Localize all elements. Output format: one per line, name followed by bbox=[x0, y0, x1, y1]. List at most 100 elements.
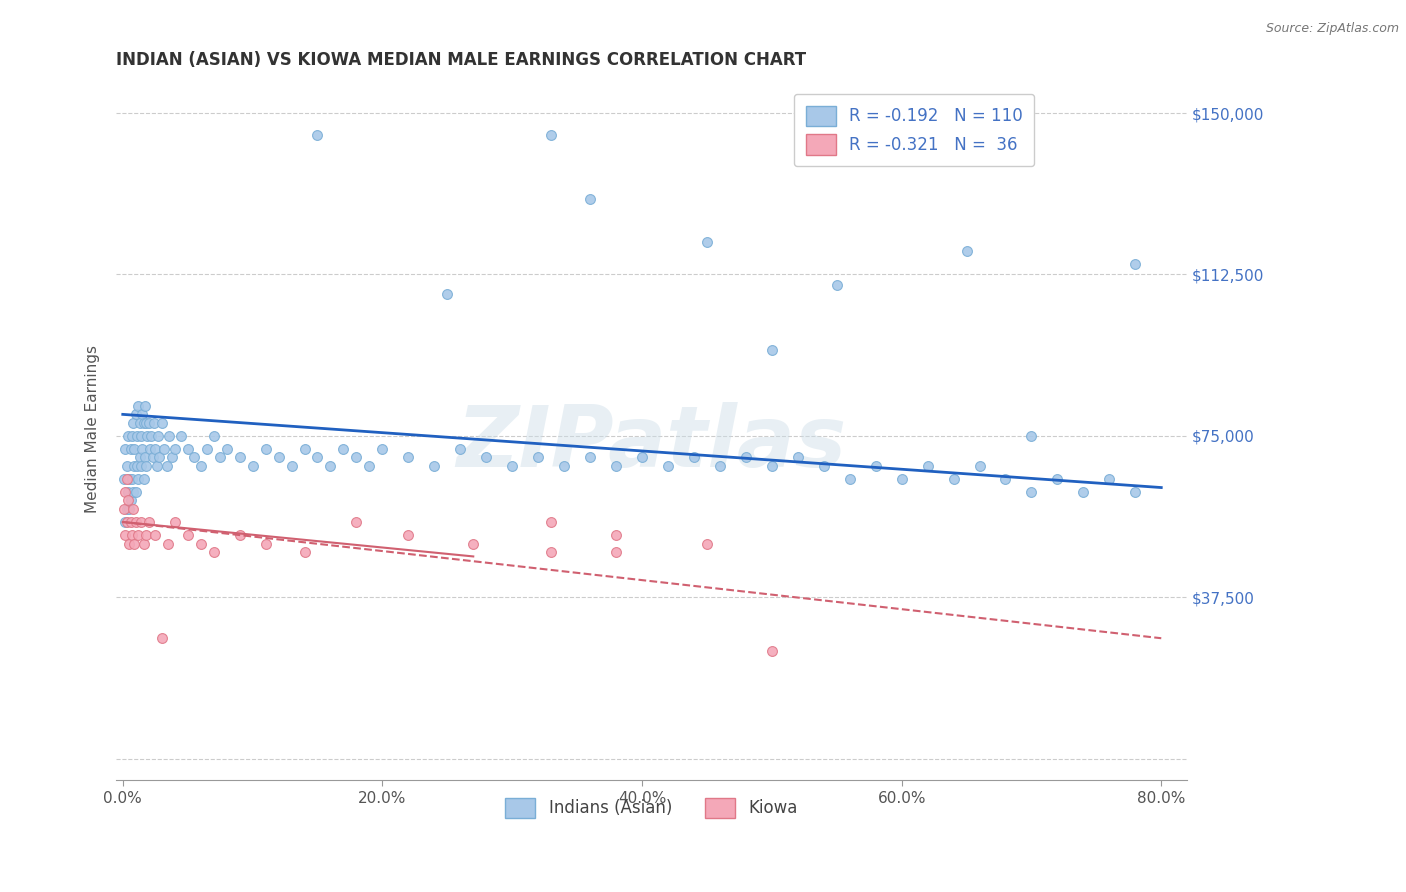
Point bbox=[114, 515, 136, 529]
Point bbox=[605, 458, 627, 473]
Point bbox=[114, 484, 136, 499]
Point bbox=[202, 429, 225, 443]
Point bbox=[605, 528, 627, 542]
Point bbox=[475, 450, 498, 465]
Point bbox=[127, 399, 149, 413]
Point bbox=[143, 442, 166, 456]
Point bbox=[160, 450, 183, 465]
Point bbox=[396, 528, 419, 542]
Point bbox=[124, 536, 146, 550]
Point bbox=[631, 450, 654, 465]
Point bbox=[150, 632, 173, 646]
Point bbox=[129, 515, 152, 529]
Point bbox=[135, 528, 157, 542]
Point bbox=[332, 442, 354, 456]
Point bbox=[112, 502, 135, 516]
Point bbox=[115, 502, 138, 516]
Point bbox=[825, 278, 848, 293]
Point bbox=[190, 536, 212, 550]
Text: ZIPatlas: ZIPatlas bbox=[457, 402, 846, 485]
Point bbox=[117, 484, 139, 499]
Point bbox=[122, 502, 145, 516]
Point bbox=[138, 416, 160, 430]
Point bbox=[242, 458, 264, 473]
Point bbox=[125, 408, 148, 422]
Point bbox=[267, 450, 290, 465]
Point bbox=[128, 450, 150, 465]
Point bbox=[1073, 484, 1095, 499]
Point bbox=[115, 472, 138, 486]
Point bbox=[135, 458, 157, 473]
Point bbox=[157, 536, 180, 550]
Point bbox=[121, 528, 143, 542]
Point bbox=[117, 429, 139, 443]
Point bbox=[423, 458, 446, 473]
Point bbox=[135, 416, 157, 430]
Point bbox=[579, 192, 602, 206]
Point bbox=[449, 442, 471, 456]
Point bbox=[142, 416, 165, 430]
Point bbox=[120, 493, 142, 508]
Point bbox=[605, 545, 627, 559]
Point bbox=[124, 442, 146, 456]
Point bbox=[228, 528, 250, 542]
Point bbox=[254, 442, 277, 456]
Point bbox=[125, 484, 148, 499]
Text: Source: ZipAtlas.com: Source: ZipAtlas.com bbox=[1265, 22, 1399, 36]
Point bbox=[319, 458, 342, 473]
Point bbox=[124, 458, 146, 473]
Point bbox=[501, 458, 523, 473]
Point bbox=[131, 442, 153, 456]
Point bbox=[209, 450, 232, 465]
Point bbox=[183, 450, 205, 465]
Point bbox=[163, 442, 186, 456]
Point bbox=[396, 450, 419, 465]
Point bbox=[120, 515, 142, 529]
Point bbox=[955, 244, 977, 258]
Point bbox=[1046, 472, 1069, 486]
Point bbox=[145, 458, 167, 473]
Point bbox=[527, 450, 550, 465]
Point bbox=[761, 458, 783, 473]
Point bbox=[122, 416, 145, 430]
Point bbox=[159, 429, 181, 443]
Point bbox=[148, 450, 170, 465]
Point bbox=[138, 515, 160, 529]
Point bbox=[696, 536, 718, 550]
Point bbox=[118, 502, 141, 516]
Point bbox=[117, 493, 139, 508]
Y-axis label: Median Male Earnings: Median Male Earnings bbox=[86, 345, 100, 514]
Point bbox=[143, 528, 166, 542]
Point bbox=[115, 458, 138, 473]
Point bbox=[131, 408, 153, 422]
Point bbox=[127, 472, 149, 486]
Point bbox=[813, 458, 835, 473]
Point bbox=[1021, 484, 1043, 499]
Point bbox=[346, 515, 368, 529]
Point bbox=[734, 450, 756, 465]
Point bbox=[139, 442, 162, 456]
Point bbox=[307, 450, 329, 465]
Point bbox=[195, 442, 218, 456]
Point bbox=[942, 472, 965, 486]
Point bbox=[128, 416, 150, 430]
Point bbox=[120, 442, 142, 456]
Point bbox=[294, 545, 316, 559]
Point bbox=[121, 429, 143, 443]
Point bbox=[176, 442, 198, 456]
Point bbox=[294, 442, 316, 456]
Point bbox=[463, 536, 485, 550]
Point bbox=[115, 515, 138, 529]
Point bbox=[141, 429, 163, 443]
Point bbox=[254, 536, 277, 550]
Point bbox=[150, 416, 173, 430]
Point bbox=[696, 235, 718, 249]
Point bbox=[540, 515, 562, 529]
Point bbox=[1021, 429, 1043, 443]
Point bbox=[134, 450, 156, 465]
Point bbox=[1123, 257, 1146, 271]
Point bbox=[346, 450, 368, 465]
Point bbox=[118, 472, 141, 486]
Point bbox=[146, 429, 169, 443]
Point bbox=[359, 458, 381, 473]
